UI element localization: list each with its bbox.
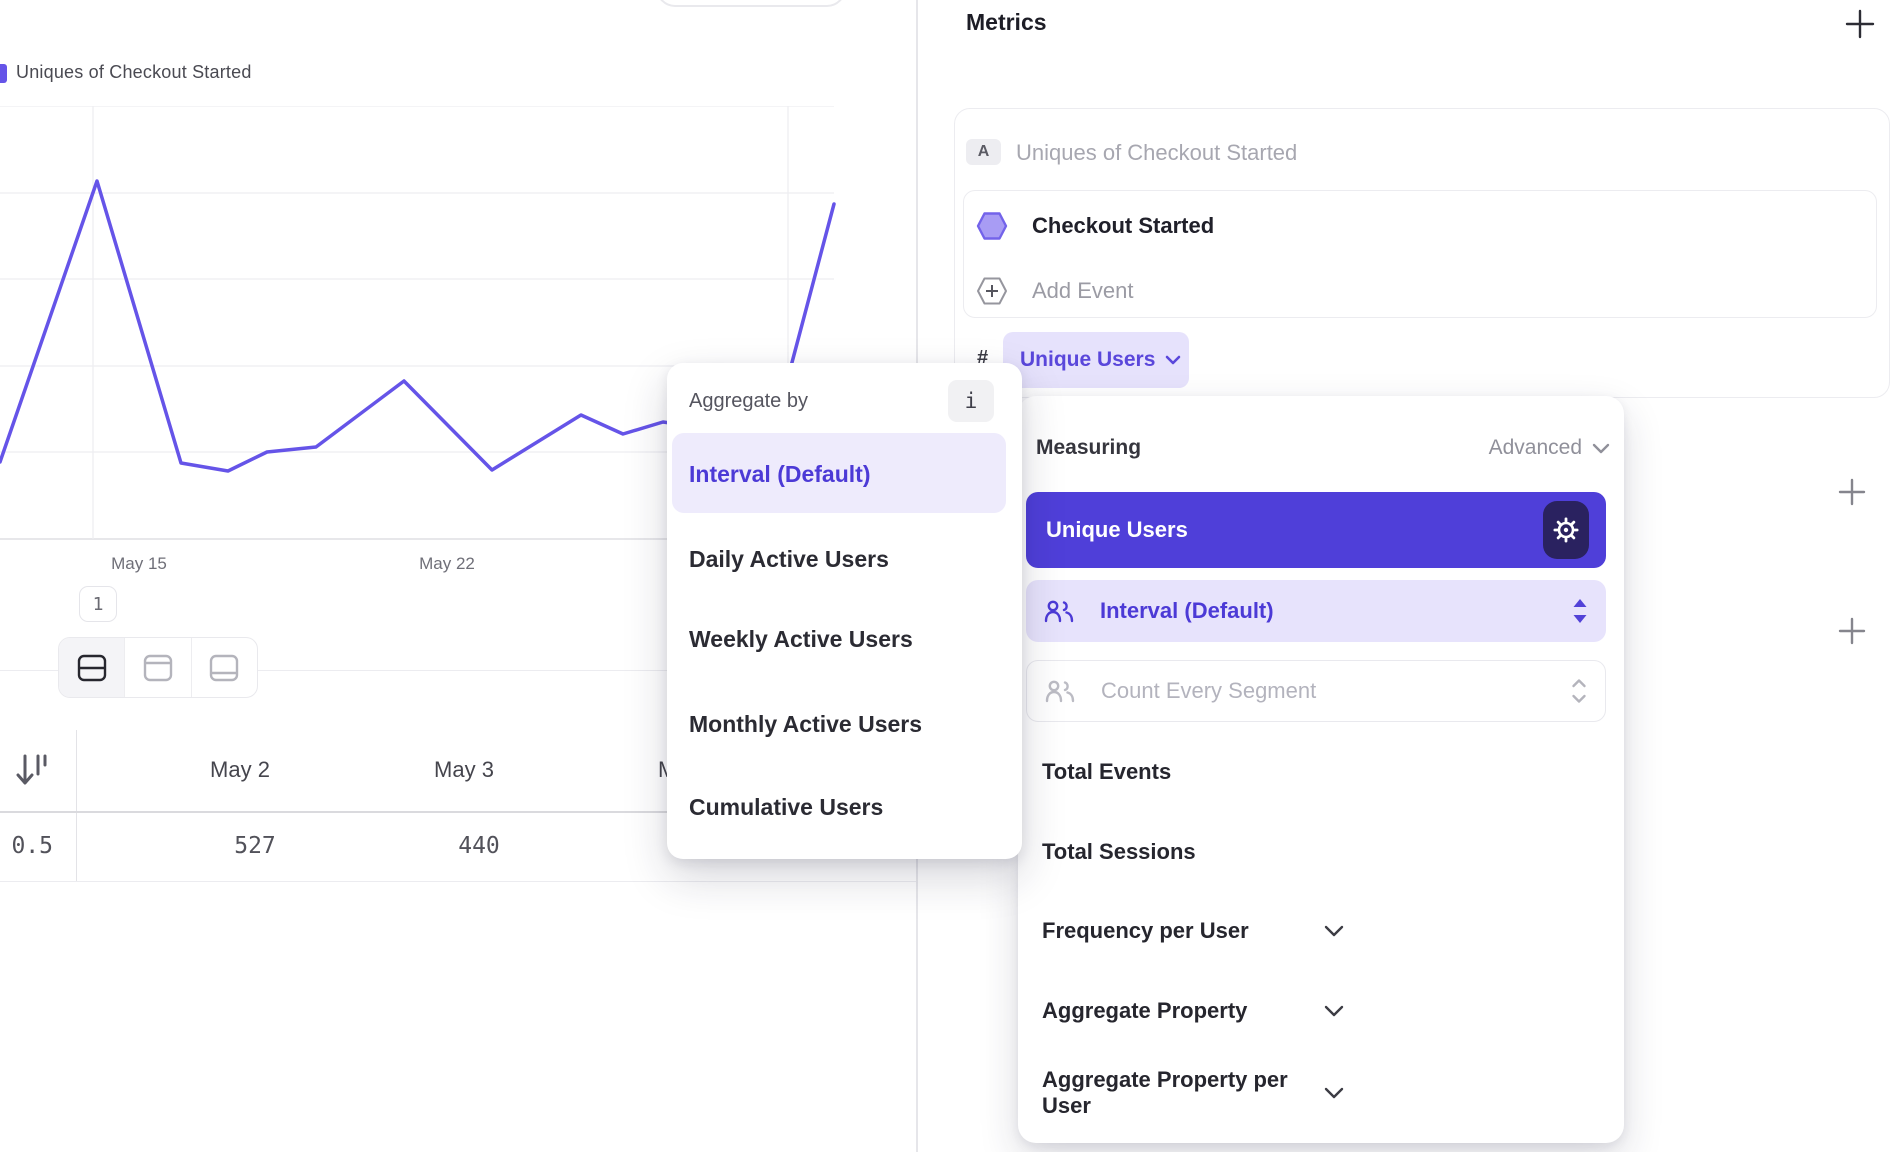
measure-settings-button[interactable] bbox=[1543, 501, 1589, 559]
chevron-down-icon bbox=[1165, 355, 1181, 365]
measured-as-hash-icon: # bbox=[977, 347, 989, 369]
chevron-down-icon bbox=[1324, 925, 1606, 937]
table-row-label: 0.5 bbox=[11, 833, 53, 859]
advanced-mode-label: Advanced bbox=[1488, 436, 1582, 459]
option-label: Frequency per User bbox=[1042, 918, 1249, 943]
table-cell-may-3: 440 bbox=[458, 833, 500, 859]
table-cell-may-2: 527 bbox=[234, 833, 276, 859]
table-row-underline bbox=[0, 881, 916, 882]
aggregate-selected-highlight bbox=[672, 433, 1006, 513]
measuring-option-frequency-per-user[interactable]: Frequency per User bbox=[1042, 911, 1606, 951]
add-metric-button[interactable] bbox=[1842, 6, 1878, 42]
measuring-option-unique-users[interactable]: Unique Users bbox=[1026, 492, 1606, 568]
metrics-panel-title: Metrics bbox=[966, 9, 1047, 35]
sort-rows-button[interactable] bbox=[10, 748, 50, 792]
event-hexagon-icon bbox=[976, 210, 1008, 242]
table-header-may-2[interactable]: May 2 bbox=[210, 757, 270, 782]
plus-icon bbox=[1838, 478, 1866, 506]
split-view-icon bbox=[77, 654, 107, 682]
measuring-segment-select[interactable]: Count Every Segment bbox=[1026, 660, 1606, 722]
chart-view-button[interactable] bbox=[124, 638, 190, 697]
chevron-down-icon bbox=[1324, 1087, 1606, 1099]
measuring-option-aggregate-property[interactable]: Aggregate Property bbox=[1042, 991, 1606, 1031]
section-divider bbox=[0, 670, 916, 671]
aggregate-option-weekly-active-users[interactable]: Weekly Active Users bbox=[689, 625, 913, 652]
legend-series-marker bbox=[0, 64, 7, 83]
x-axis-tick: May 22 bbox=[419, 554, 475, 573]
table-header-may-3[interactable]: May 3 bbox=[434, 757, 494, 782]
chart-view-icon bbox=[143, 654, 173, 682]
table-view-button[interactable] bbox=[190, 638, 257, 697]
table-header-underline bbox=[0, 811, 916, 813]
plus-icon bbox=[1838, 617, 1866, 645]
legend-series-label: Uniques of Checkout Started bbox=[16, 62, 252, 82]
aggregate-option-cumulative-users[interactable]: Cumulative Users bbox=[689, 793, 884, 820]
gear-icon bbox=[1552, 516, 1580, 544]
option-label: Aggregate Property per User bbox=[1042, 1067, 1288, 1118]
sort-descending-icon bbox=[13, 749, 47, 791]
split-view-button[interactable] bbox=[59, 638, 125, 697]
measuring-option-total-events[interactable]: Total Events bbox=[1042, 752, 1606, 792]
plus-icon bbox=[1844, 8, 1876, 40]
info-shortcut-button[interactable]: i bbox=[948, 380, 994, 422]
event-name[interactable]: Checkout Started bbox=[1032, 213, 1215, 238]
table-column-divider bbox=[76, 730, 77, 881]
measure-dropdown-label: Unique Users bbox=[1020, 348, 1156, 371]
x-axis-tick: May 15 bbox=[111, 554, 167, 573]
option-label: Total Sessions bbox=[1042, 839, 1196, 864]
segment-select-label: Count Every Segment bbox=[1101, 678, 1317, 703]
measuring-option-total-sessions[interactable]: Total Sessions bbox=[1042, 832, 1606, 872]
aggregate-by-title: Aggregate by bbox=[689, 390, 808, 412]
event-block-card bbox=[963, 190, 1877, 318]
add-segment-button[interactable] bbox=[1838, 617, 1866, 645]
people-icon bbox=[1045, 679, 1075, 703]
option-label: Total Events bbox=[1042, 759, 1172, 784]
measuring-popup-title: Measuring bbox=[1036, 436, 1142, 459]
measuring-option-aggregate-property-per-user[interactable]: Aggregate Property per User bbox=[1042, 1067, 1606, 1118]
add-event-button[interactable]: Add Event bbox=[1032, 278, 1134, 303]
measuring-interval-select[interactable]: Interval (Default) bbox=[1026, 580, 1606, 642]
metric-letter-badge: A bbox=[966, 139, 1001, 165]
interval-select-label: Interval (Default) bbox=[1100, 598, 1274, 623]
add-filter-button[interactable] bbox=[1838, 478, 1866, 506]
toolbar-button-partial[interactable] bbox=[656, 0, 846, 7]
measuring-selected-label: Unique Users bbox=[1046, 517, 1188, 542]
view-layout-toggle-group bbox=[58, 637, 258, 698]
metric-name-input[interactable]: Uniques of Checkout Started bbox=[1016, 140, 1298, 165]
unfold-icon bbox=[1572, 598, 1588, 624]
chevron-down-icon bbox=[1592, 443, 1610, 454]
unfold-icon bbox=[1571, 678, 1587, 704]
aggregate-option-interval[interactable]: Interval (Default) bbox=[689, 460, 871, 487]
aggregate-option-monthly-active-users[interactable]: Monthly Active Users bbox=[689, 710, 923, 737]
page-number-button[interactable]: 1 bbox=[79, 586, 117, 622]
chevron-down-icon bbox=[1324, 1005, 1606, 1017]
advanced-mode-dropdown[interactable]: Advanced bbox=[1440, 436, 1610, 460]
aggregate-option-daily-active-users[interactable]: Daily Active Users bbox=[689, 545, 889, 572]
table-view-icon bbox=[209, 654, 239, 682]
people-icon bbox=[1044, 599, 1074, 623]
option-label: Aggregate Property bbox=[1042, 998, 1248, 1023]
measure-dropdown-button[interactable]: Unique Users bbox=[1003, 332, 1189, 388]
add-event-hexagon-icon bbox=[976, 275, 1008, 307]
